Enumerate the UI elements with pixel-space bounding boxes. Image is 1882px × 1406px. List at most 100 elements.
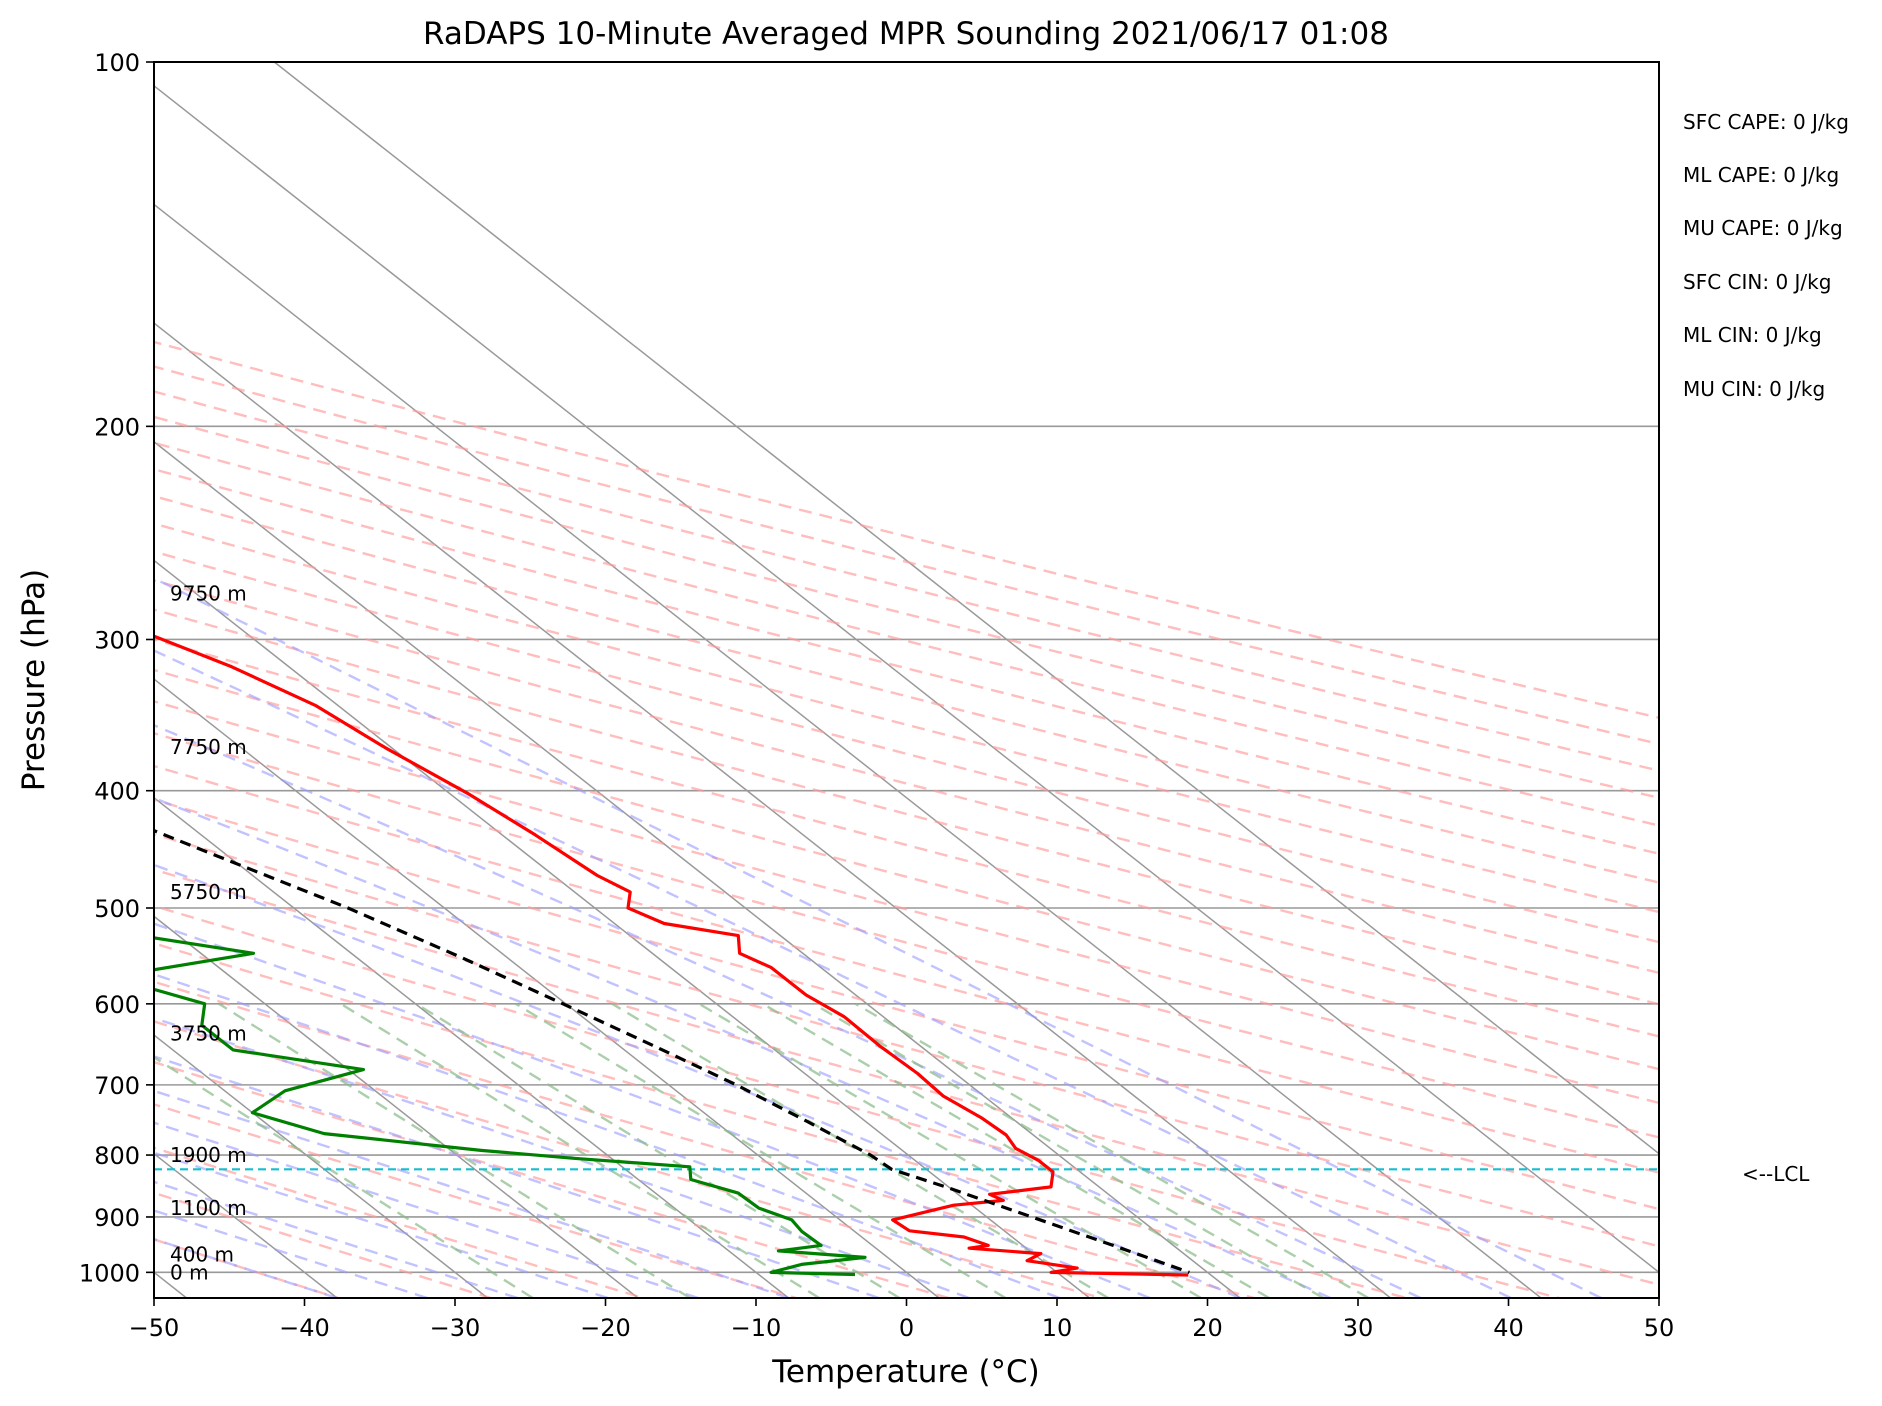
mixing-ratio-line bbox=[415, 1002, 901, 1298]
x-tick-label: −20 bbox=[580, 1314, 631, 1342]
dry-adiabat-line bbox=[154, 415, 1659, 800]
x-tick-label: −10 bbox=[731, 1314, 782, 1342]
lcl-label: <--LCL bbox=[1742, 1162, 1810, 1186]
stat-sfc-cape: SFC CAPE: 0 J/kg bbox=[1683, 110, 1849, 134]
dry-adiabat-line bbox=[154, 494, 1659, 884]
y-tick-label: 200 bbox=[94, 413, 140, 441]
height-label: 1100 m bbox=[170, 1196, 247, 1220]
stat-ml-cape: ML CAPE: 0 J/kg bbox=[1683, 163, 1839, 187]
isotherm-line bbox=[154, 1034, 488, 1298]
mixing-ratio-line bbox=[515, 1002, 1007, 1298]
x-tick-label: −30 bbox=[430, 1314, 481, 1342]
dry-adiabat-line bbox=[154, 550, 1659, 944]
stat-sfc-cin: SFC CIN: 0 J/kg bbox=[1683, 270, 1831, 294]
dry-adiabat-line bbox=[154, 340, 1659, 720]
moist-adiabat-line bbox=[154, 922, 1151, 1298]
moist-adiabat-line bbox=[154, 576, 1602, 1298]
x-tick-label: 30 bbox=[1343, 1314, 1374, 1342]
height-label: 1900 m bbox=[170, 1143, 247, 1167]
dewpoint-trace bbox=[154, 936, 867, 1277]
x-axis-label: Temperature (°C) bbox=[771, 1354, 1040, 1390]
height-label: 5750 m bbox=[170, 880, 247, 904]
height-labels: 9750 m 7750 m 5750 m 3750 m 1900 m 1100 m 400 … bbox=[170, 582, 247, 1285]
dry-adiabat-line bbox=[154, 832, 1659, 1248]
stat-mu-cape: MU CAPE: 0 J/kg bbox=[1683, 216, 1843, 240]
sounding-traces bbox=[154, 634, 1659, 1277]
dry-adiabat-line bbox=[154, 700, 1659, 1105]
y-tick-label: 800 bbox=[94, 1142, 140, 1170]
height-label: 400 m bbox=[170, 1243, 234, 1267]
dry-adiabat-line bbox=[154, 764, 1659, 1174]
isotherm-line bbox=[154, 322, 1391, 1298]
y-tick-label: 600 bbox=[94, 991, 140, 1019]
x-tick-label: 10 bbox=[1042, 1314, 1073, 1342]
moist-adiabat-line bbox=[154, 1209, 428, 1298]
mixing-ratio-line bbox=[340, 1002, 820, 1298]
dry-adiabat-line bbox=[154, 365, 1659, 746]
dry-adiabat-line bbox=[154, 441, 1659, 827]
dry-adiabat-line bbox=[154, 1020, 1102, 1298]
stat-ml-cin: ML CIN: 0 J/kg bbox=[1683, 323, 1822, 347]
stat-mu-cin: MU CIN: 0 J/kg bbox=[1683, 377, 1825, 401]
x-axis-ticks: −50 −40 −30 −20 −10 0 10 20 30 40 50 bbox=[129, 1298, 1675, 1342]
dry-adiabat-line bbox=[154, 868, 1659, 1286]
y-tick-label: 100 bbox=[94, 49, 140, 77]
chart-title: RaDAPS 10-Minute Averaged MPR Sounding 2… bbox=[423, 16, 1389, 52]
dry-adiabat-line bbox=[154, 468, 1659, 855]
y-tick-label: 300 bbox=[94, 626, 140, 654]
y-axis-ticks: 100 200 300 400 500 600 700 800 900 1000 bbox=[79, 49, 154, 1287]
y-tick-label: 700 bbox=[94, 1072, 140, 1100]
dry-adiabat-line bbox=[154, 942, 1407, 1298]
dry-adiabat-line bbox=[154, 638, 1659, 1038]
isotherm-line bbox=[154, 915, 639, 1298]
mixing-ratio-line bbox=[812, 1002, 1324, 1298]
mixing-ratio-line bbox=[154, 1055, 534, 1298]
dry-adiabat-line bbox=[154, 904, 1560, 1298]
moist-adiabat-line bbox=[154, 1089, 789, 1298]
moist-adiabat-line bbox=[154, 649, 1512, 1298]
x-tick-label: 20 bbox=[1192, 1314, 1223, 1342]
moist-adiabat-line bbox=[154, 1151, 609, 1298]
dry-adiabat-line bbox=[154, 668, 1659, 1071]
x-tick-label: 0 bbox=[899, 1314, 914, 1342]
height-label: 3750 m bbox=[170, 1022, 247, 1046]
moist-adiabat-line bbox=[154, 1016, 970, 1298]
dry-adiabat-line bbox=[154, 732, 1659, 1139]
dry-adiabat-line bbox=[154, 798, 1659, 1211]
temperature-trace bbox=[154, 634, 1189, 1277]
y-tick-label: 400 bbox=[94, 778, 140, 806]
isotherm-line bbox=[154, 678, 940, 1298]
moist-adiabat-line bbox=[154, 1180, 518, 1298]
mixing-ratio-line bbox=[698, 1002, 1202, 1298]
moist-adiabat-line bbox=[154, 973, 1060, 1298]
parcel-trace bbox=[154, 828, 1190, 1274]
isotherm-line bbox=[154, 559, 1090, 1298]
isotherm-line bbox=[154, 796, 789, 1298]
x-tick-label: 40 bbox=[1493, 1314, 1524, 1342]
y-tick-label: 900 bbox=[94, 1204, 140, 1232]
x-tick-label: −50 bbox=[129, 1314, 180, 1342]
y-axis-label: Pressure (hPa) bbox=[16, 569, 52, 791]
dry-adiabat-line bbox=[154, 579, 1659, 975]
dry-adiabat-line bbox=[154, 522, 1659, 914]
moist-adiabat-line bbox=[154, 796, 1331, 1298]
height-label: 9750 m bbox=[170, 582, 247, 606]
x-tick-label: 50 bbox=[1644, 1314, 1675, 1342]
stats-panel: SFC CAPE: 0 J/kg ML CAPE: 0 J/kg MU CAPE… bbox=[1683, 110, 1849, 401]
height-label: 0 m bbox=[170, 1260, 209, 1284]
mixing-ratio-line bbox=[218, 1002, 691, 1298]
dry-adiabat-line bbox=[154, 1191, 492, 1298]
y-tick-label: 1000 bbox=[79, 1259, 140, 1287]
mixing-ratio-line bbox=[854, 1002, 1370, 1298]
isotherm-line bbox=[154, 84, 1659, 1274]
dry-adiabat-line bbox=[154, 608, 1659, 1006]
moist-adiabat-line bbox=[154, 723, 1422, 1298]
isotherm-line bbox=[154, 203, 1542, 1298]
dry-adiabat-line bbox=[154, 1060, 950, 1298]
background-lines bbox=[154, 62, 1659, 1298]
height-label: 7750 m bbox=[170, 735, 247, 759]
moist-adiabat-line bbox=[154, 863, 1241, 1298]
moist-adiabat-line bbox=[154, 1121, 699, 1298]
moist-adiabat-line bbox=[154, 1055, 880, 1298]
